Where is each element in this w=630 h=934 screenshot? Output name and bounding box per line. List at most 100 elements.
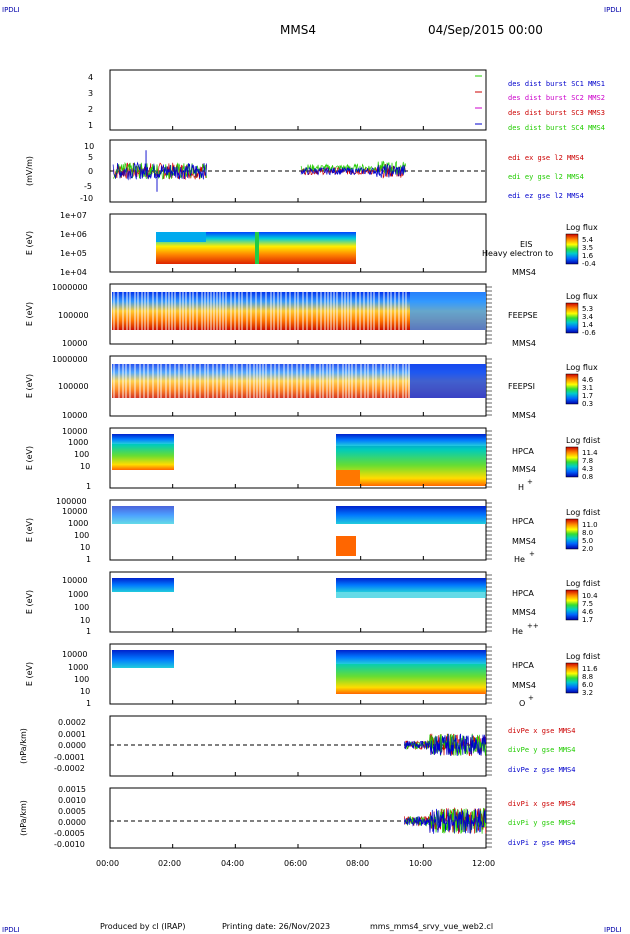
feepsi-cb-tick-3: 1.7 [582, 392, 593, 400]
edi-ytick-m10: -10 [80, 194, 93, 203]
divpe-ytick-3: 0.0000 [58, 741, 86, 750]
panel-hpca-o: 10000 1000 100 10 1 E (eV) HPCA MMS4 O +… [25, 643, 600, 708]
edi-ytick-10: 10 [84, 142, 94, 151]
eis-spectrogram-stripe [255, 232, 259, 264]
hpca-he2-ytick-5: 1 [86, 627, 91, 636]
burst-ytick-4: 4 [88, 73, 93, 82]
divpe-legend-x: divPe x gse MMS4 [508, 727, 575, 735]
panel-feepse: 1000000 100000 10000 E (eV) FEEPSE MMS4 … [25, 283, 598, 348]
hpca-he-block-early [112, 506, 174, 524]
burst-ytick-2: 2 [88, 105, 93, 114]
hpca-o-species: O [519, 699, 525, 708]
hpca-he-cb-tick-4: 2.0 [582, 545, 593, 553]
feepsi-ytick-2: 100000 [58, 382, 89, 391]
hpca-he-cb-tick-3: 5.0 [582, 537, 593, 545]
feepse-cb-tick-4: -0.6 [582, 329, 596, 337]
hpca-o-cb-tick-4: 3.2 [582, 689, 593, 697]
hpca-o-ytick-4: 10 [80, 687, 90, 696]
hpca-h-spacecraft: MMS4 [512, 465, 536, 474]
time-ticks [109, 126, 487, 848]
edi-series-line [300, 163, 407, 178]
hpca-he2-ylabel: E (eV) [25, 590, 34, 614]
eis-instrument: EIS [520, 240, 533, 249]
edi-series-line [300, 160, 407, 175]
hpca-he-ytick-6: 1 [86, 555, 91, 564]
panel-edi: 10 5 0 -5 -10 (mV/m) edi ex gse l2 MMS4 … [25, 139, 584, 203]
hpca-he2-instrument: HPCA [512, 589, 534, 598]
header-datetime: 04/Sep/2015 00:00 [428, 23, 543, 37]
eis-ytick-1e4: 1e+04 [60, 268, 87, 277]
hpca-o-spacecraft: MMS4 [512, 681, 536, 690]
hpca-he-block-late [336, 506, 486, 524]
hpca-he-charge: + [529, 550, 535, 558]
eis-cb-tick-4: -0.4 [582, 260, 596, 268]
feepsi-colorbar-title: Log flux [566, 363, 598, 372]
time-tick-label: 02:00 [158, 859, 181, 868]
divpi-ytick-6: -0.0010 [54, 840, 85, 849]
hpca-h-charge: + [527, 478, 533, 486]
divpi-ytick-3: 0.0005 [58, 807, 86, 816]
hpca-o-ylabel: E (eV) [25, 662, 34, 686]
divpe-legend-y: divPe y gse MMS4 [508, 746, 575, 754]
hpca-h-ytick-3: 100 [74, 450, 89, 459]
hpca-he2-charge: ++ [527, 622, 539, 630]
divpe-legend-z: divPe z gse MMS4 [508, 766, 575, 774]
hpca-h-ytick-4: 10 [80, 462, 90, 471]
burst-ytick-3: 3 [88, 89, 93, 98]
divpi-ytick-2: 0.0010 [58, 796, 86, 805]
footer-printing-date: Printing date: 26/Nov/2023 [222, 922, 330, 931]
hpca-he-ytick-4: 100 [74, 531, 89, 540]
divpi-legend-x: divPi x gse MMS4 [508, 800, 575, 808]
time-tick-label: 12:00 [472, 859, 495, 868]
hpca-h-ytick-2: 1000 [68, 438, 88, 447]
hpca-he-ytick-2: 10000 [62, 507, 87, 516]
edi-legend-x: edi ex gse l2 MMS4 [508, 154, 584, 162]
hpca-h-ytick-1: 10000 [62, 427, 87, 436]
hpca-o-cb-tick-3: 6.0 [582, 681, 593, 689]
divpe-ylabel: (nPa/km) [19, 728, 28, 764]
hpca-he-colorbar-title: Log fdist [566, 508, 600, 517]
divpe-ytick-1: 0.0002 [58, 718, 86, 727]
divpe-series-line [404, 733, 487, 757]
divpe-ytick-4: -0.0001 [54, 753, 85, 762]
divpi-ytick-5: -0.0005 [54, 829, 85, 838]
feepsi-cb-tick-2: 3.1 [582, 384, 593, 392]
hpca-he2-block-late-mid [336, 592, 486, 598]
hpca-he2-cb-tick-2: 7.5 [582, 600, 593, 608]
hpca-he-instrument: HPCA [512, 517, 534, 526]
hpca-he2-species: He [512, 627, 523, 636]
feepsi-spacecraft: MMS4 [512, 411, 536, 420]
hpca-o-ytick-3: 100 [74, 675, 89, 684]
feepse-cb-tick-3: 1.4 [582, 321, 594, 329]
feepse-cb-tick-1: 5.3 [582, 305, 593, 313]
footer-script-name: mms_mms4_srvy_vue_web2.cl [370, 922, 493, 931]
time-tick-label: 10:00 [409, 859, 432, 868]
panel-hpca-he: 100000 10000 1000 100 10 1 E (eV) HPCA M… [25, 497, 600, 564]
divpi-legend-z: divPi z gse MMS4 [508, 839, 575, 847]
time-tick-label: 08:00 [346, 859, 369, 868]
hpca-o-ytick-5: 1 [86, 699, 91, 708]
burst-ytick-1: 1 [88, 121, 93, 130]
hpca-h-cb-tick-4: 0.8 [582, 473, 593, 481]
eis-spectrogram-top-band [156, 232, 206, 242]
feepsi-ytick-3: 10000 [62, 411, 87, 420]
divpi-traces [404, 806, 487, 835]
hpca-he-cb-tick-2: 8.0 [582, 529, 593, 537]
edi-series-line [112, 161, 207, 181]
hpca-h-ytick-5: 1 [86, 482, 91, 491]
eis-ytick-1e6: 1e+06 [60, 230, 87, 239]
divpe-ytick-2: 0.0001 [58, 730, 86, 739]
hpca-h-cb-tick-3: 4.3 [582, 465, 593, 473]
corner-label-bottom-right: IPDLI [604, 926, 622, 934]
hpca-he2-block-late [336, 578, 486, 592]
time-tick-label: 00:00 [96, 859, 119, 868]
eis-ytick-1e7: 1e+07 [60, 211, 87, 220]
hpca-h-cb-tick-1: 11.4 [582, 449, 598, 457]
edi-ytick-m5: -5 [84, 182, 92, 191]
hpca-h-cb-tick-2: 7.8 [582, 457, 593, 465]
footer-produced-by: Produced by cl (IRAP) [100, 922, 185, 931]
divpi-ytick-1: 0.0015 [58, 785, 86, 794]
hpca-h-block-early-top [112, 434, 174, 444]
edi-legend-z: edi ez gse l2 MMS4 [508, 192, 584, 200]
burst-legend-4: des dist burst SC4 MMS4 [508, 124, 605, 132]
